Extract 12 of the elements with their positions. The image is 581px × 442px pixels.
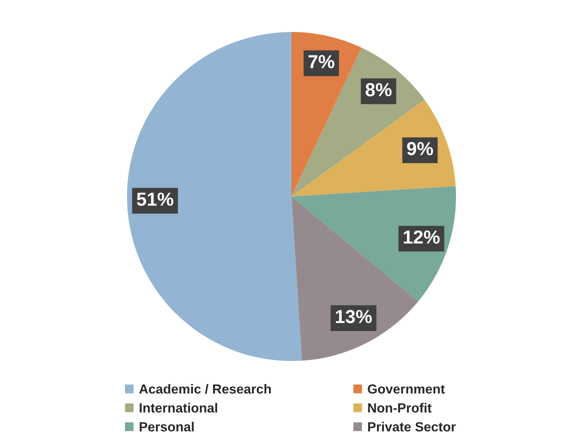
legend-label: Private Sector (368, 422, 456, 432)
data-label: 51% (136, 192, 174, 206)
data-label: 7% (308, 55, 334, 68)
data-label: 12% (404, 230, 440, 244)
data-label: 13% (336, 310, 372, 324)
data-label: 9% (407, 142, 434, 156)
legend-label: Non-Profit (368, 402, 432, 413)
legend-label: Academic / Research (139, 384, 271, 394)
legend-label: Personal (140, 422, 194, 432)
legend-label: Government (368, 384, 445, 394)
data-label: 8% (366, 83, 392, 96)
legend-label: International (140, 402, 218, 413)
